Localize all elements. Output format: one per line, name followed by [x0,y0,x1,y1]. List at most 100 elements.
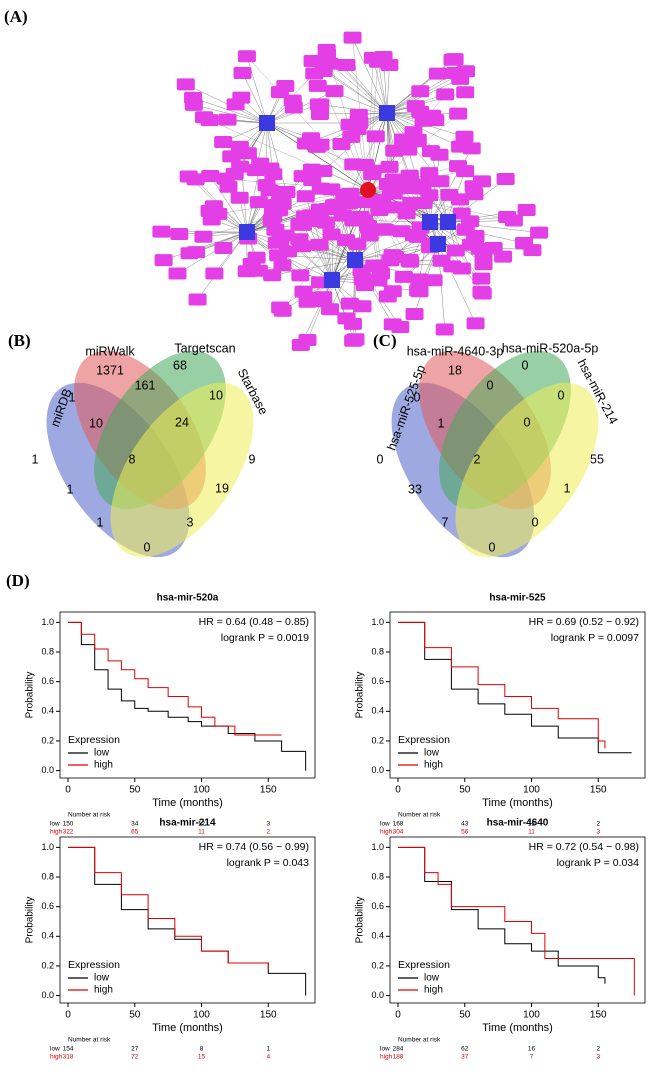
edge [266,122,287,193]
gene-node [176,78,195,91]
venn-set [455,382,599,558]
legend-title: Expression [68,734,120,746]
gene-node [474,249,493,262]
risk-count: 15 [198,1054,206,1061]
gene-node [408,133,427,146]
gene-node [251,157,270,170]
gene-node [310,238,329,251]
region-count: 1 [67,482,74,496]
gene-node [154,254,173,267]
nodes [152,31,549,351]
gene-node [473,175,492,188]
x-tick-label: 100 [523,785,540,796]
gene-node [205,267,224,280]
region-count: 7 [442,515,449,529]
region-count: 1 [32,452,39,466]
y-tick-label: 0.6 [371,676,384,686]
gene-node [179,170,198,183]
risk-count: 168 [393,821,404,828]
gene-node [466,317,485,330]
gene-node [298,333,317,346]
mirna-node [379,105,395,121]
gene-node [311,138,330,151]
risk-count: 188 [393,1054,404,1061]
region-count: 8 [129,452,136,466]
gene-node [421,145,440,158]
annotation: HR = 0.69 (0.52 − 0.92) [529,616,639,628]
gene-node [316,216,335,229]
gene-node [472,272,491,285]
gene-node [348,123,367,136]
y-tick-label: 0.8 [41,871,54,881]
gene-node [202,213,221,226]
region-count: 0 [558,388,565,402]
gene-node [383,249,402,262]
gene-node [530,226,549,239]
gene-node [294,218,313,231]
gene-node [322,183,341,196]
risk-count: 12 [198,821,206,828]
risk-row-label: low [380,1046,390,1053]
y-tick-label: 1.0 [41,842,54,852]
risk-count: 322 [63,829,74,836]
lncrna-node [360,182,376,198]
venn-set [110,382,254,558]
region-count: 3 [187,515,194,529]
x-tick-label: 50 [459,1010,471,1021]
x-tick-label: 0 [395,785,401,796]
gene-node [452,262,471,275]
gene-node [283,94,302,107]
gene-node [339,197,358,210]
edge [331,205,335,281]
y-tick-label: 0.6 [41,901,54,911]
x-tick-label: 50 [459,785,471,796]
risk-count: 3 [266,821,270,828]
annotation: logrank P = 0.034 [557,857,640,869]
region-count: 0 [524,415,531,429]
risk-count: 34 [131,821,139,828]
risk-title: Number at risk [398,812,441,819]
gene-node [263,269,282,282]
gene-node [504,214,523,227]
edge [185,84,268,124]
gene-node [403,178,422,191]
region-count: 10 [209,388,223,402]
gene-node [222,150,241,163]
x-tick-label: 100 [523,1010,540,1021]
gene-node [273,259,292,272]
gene-node [370,204,389,217]
gene-node [392,225,411,238]
risk-count: 1 [266,1046,270,1053]
survival-curve [398,621,606,749]
gene-node [344,214,363,227]
risk-count: 7 [530,1054,534,1061]
gene-node [424,274,443,287]
panel-label: (B) [8,331,31,350]
region-count: 0 [489,540,496,554]
panel-label: (A) [4,7,28,26]
region-count: 1371 [96,363,124,377]
gene-node [376,223,395,236]
legend-title: Expression [398,734,450,746]
risk-count: 4 [266,1054,270,1061]
region-count: 33 [408,482,422,496]
gene-node [310,107,329,120]
region-count: 9 [249,452,256,466]
y-tick-label: 1.0 [41,617,54,627]
gene-node [473,287,492,300]
gene-node [237,50,256,63]
gene-node [242,258,261,271]
gene-node [409,284,428,297]
region-count: 0 [144,540,151,554]
x-axis-label: Time (months) [482,797,553,809]
legend-label: high [424,985,443,996]
risk-count: 11 [198,829,205,836]
region-count: 0 [532,515,539,529]
edge [242,72,268,124]
risk-count: 16 [528,1046,536,1053]
gene-node [456,165,475,178]
edge [239,146,248,233]
gene-node [420,167,439,180]
gene-node [380,59,399,72]
risk-count: 2 [596,1046,600,1053]
